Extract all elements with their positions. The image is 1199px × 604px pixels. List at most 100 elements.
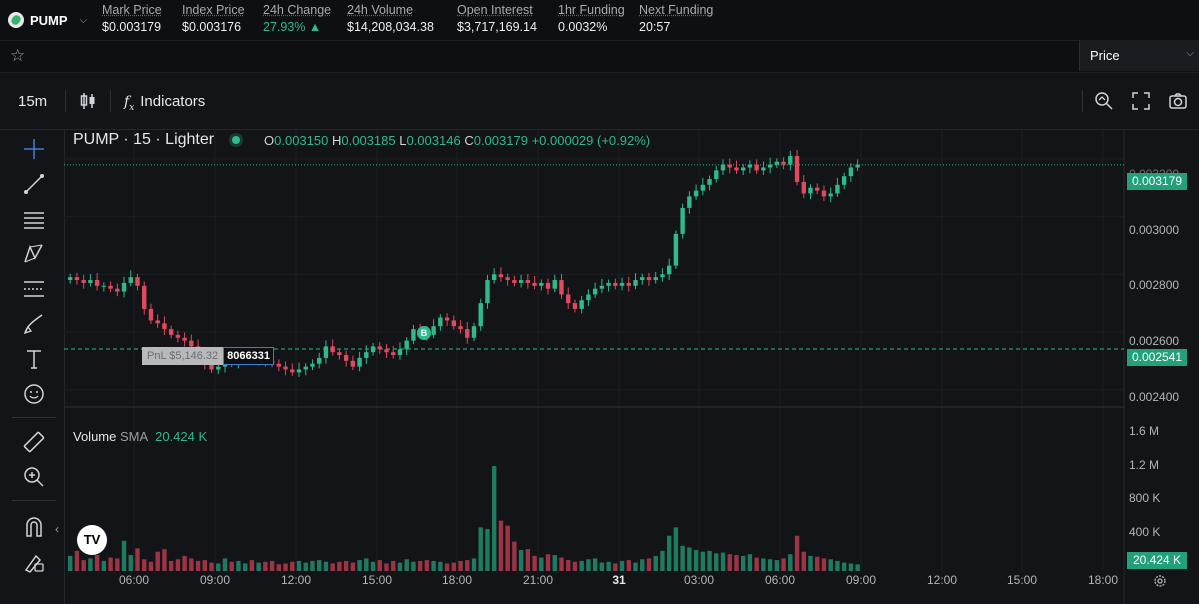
volume-bar [781,558,786,571]
high-value: 0.003185 [341,133,396,148]
tradingview-chart[interactable]: 15m fx Indicators ‹ [0,73,1199,604]
candle-body [148,308,154,321]
volume-bar [613,563,618,571]
lock-drawing-icon[interactable] [22,550,46,574]
text-tool-icon[interactable] [22,347,46,371]
candle-body [727,164,732,168]
ruler-icon[interactable] [22,430,46,454]
candle-body [485,280,490,304]
volume-bar [94,555,100,571]
emoji-icon[interactable] [22,382,46,406]
chart-view-label: Price [1090,48,1120,63]
volume-bar [754,557,759,571]
time-tick: 21:00 [522,573,554,587]
candle-body [404,340,409,350]
crosshair-icon[interactable] [22,137,46,161]
candle-body [471,326,477,338]
time-tick: 06:00 [118,573,150,587]
candle-body [377,346,382,350]
timeframe-button[interactable]: 15m [18,93,48,110]
candle-body [465,329,470,338]
volume-bar [606,561,611,571]
volume-bar [343,560,349,571]
price-chart-canvas[interactable] [64,130,1199,604]
volume-bar [640,559,645,571]
candle-body [559,280,564,295]
volume-bar [317,560,322,571]
candle-body [714,170,719,180]
volume-bar [310,560,315,571]
chevron-down-icon: ⌵ [79,14,88,26]
candle-body [135,277,140,286]
candle-body [774,161,780,165]
candle-body [115,288,120,292]
volume-bar [236,560,241,571]
volume-bar [761,558,766,571]
volume-bar [714,553,719,571]
volume-bar [303,562,308,571]
volume-bar [552,555,557,571]
volume-bar [687,547,692,571]
candle-body [142,285,147,309]
volume-bar [377,560,382,571]
star-icon[interactable]: ☆ [10,46,26,65]
candle-body [491,274,497,281]
volume-bar [357,560,362,571]
settings-gear-icon[interactable] [1152,573,1168,589]
buy-marker[interactable]: B [417,326,431,340]
candle-body [168,329,174,335]
time-tick: 15:00 [361,573,393,587]
indicators-button[interactable]: fx Indicators [124,93,205,113]
market-header: PUMP ⌵ Mark Price $0.003179 Index Price $0… [0,0,1199,41]
candle-body [693,190,699,197]
volume-bar [592,558,598,571]
candle-body [162,323,167,330]
zoom-search-icon[interactable] [1094,91,1114,111]
zoom-in-icon[interactable] [22,465,46,489]
pump-coin-icon [8,12,24,28]
time-tick: 12:00 [280,573,312,587]
candle-body [438,317,443,327]
volume-bar [222,558,228,571]
collapse-toolbar-icon[interactable]: ‹ [55,522,59,536]
candle-body [357,357,362,367]
time-tick: 03:00 [683,573,715,587]
candle-body [680,207,685,234]
candle-body [741,167,746,171]
sma-label: SMA [120,429,148,444]
volume-bar [458,560,463,571]
pnl-label: PnL $5,146.32 [142,347,224,365]
volume-bar [539,557,544,571]
candle-body [734,167,739,171]
volume-badge: 20.424 K [1127,552,1187,569]
trend-line-icon[interactable] [22,172,46,196]
time-tick: 06:00 [764,573,796,587]
candle-body [411,329,416,341]
camera-icon[interactable] [1168,91,1188,111]
candle-body [848,167,854,177]
candle-type-icon[interactable] [78,91,98,111]
pattern-icon[interactable] [22,242,46,266]
candle-body [518,280,524,283]
brush-icon[interactable] [22,312,46,336]
position-label[interactable]: PnL $5,146.32 8066331 [142,347,274,365]
volume-bar [646,558,652,571]
time-tick: 31 [612,573,626,587]
volume-bar [68,555,73,571]
fib-tool-icon[interactable] [22,277,46,301]
magnet-icon[interactable] [22,515,46,539]
candle-body [552,280,557,289]
volume-bar [269,560,275,571]
fullscreen-icon[interactable] [1131,91,1151,111]
volume-bar [263,561,268,571]
chart-view-select[interactable]: Price ⌵ [1079,40,1199,71]
volume-bar [209,562,214,571]
volume-bar [364,558,369,571]
candle-body [855,164,860,168]
volume-bar [794,535,800,571]
market-selector[interactable]: PUMP ⌵ [8,9,87,31]
candle-body [290,369,295,373]
volume-bar [175,559,181,571]
horizontal-lines-icon[interactable] [22,207,46,231]
volume-bar [747,554,753,571]
